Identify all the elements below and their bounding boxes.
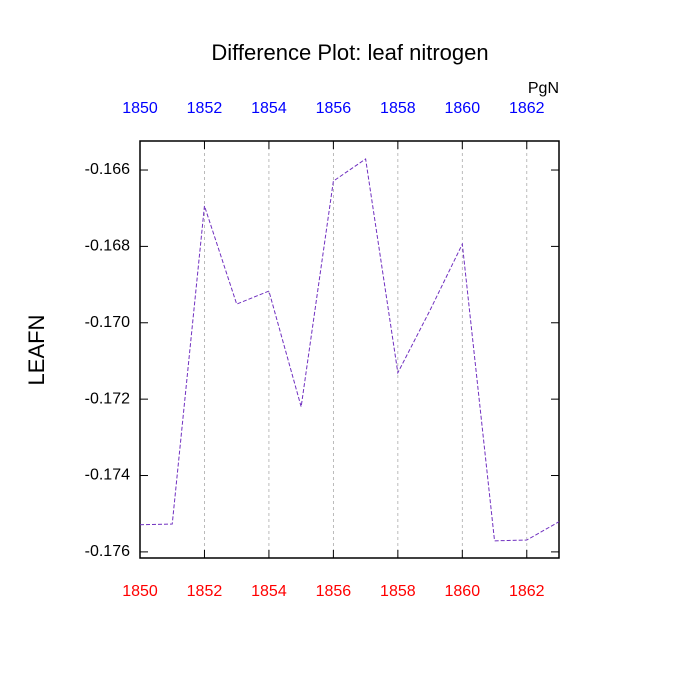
x-top-tick-label: 1856 (316, 100, 352, 117)
chart-title: Difference Plot: leaf nitrogen (211, 40, 488, 65)
x-top-tick-label: 1860 (445, 100, 481, 117)
x-tick-label: 1856 (316, 583, 352, 600)
y-tick-label: -0.168 (85, 238, 130, 255)
x-tick-label: 1862 (509, 583, 545, 600)
x-top-tick-label: 1862 (509, 100, 545, 117)
y-tick-label: -0.174 (85, 467, 130, 484)
x-top-tick-label: 1854 (251, 100, 287, 117)
y-tick-label: -0.172 (85, 390, 130, 407)
x-top-tick-label: 1850 (122, 100, 158, 117)
x-tick-label: 1854 (251, 583, 287, 600)
plot-frame (139, 140, 560, 559)
x-tick-label: 1858 (380, 583, 416, 600)
y-tick-label: -0.166 (85, 161, 130, 178)
y-axis-label: LEAFN (24, 315, 49, 386)
y-tick-label: -0.176 (85, 543, 130, 560)
units-label: PgN (528, 80, 559, 97)
x-top-tick-label: 1858 (380, 100, 416, 117)
x-tick-label: 1852 (187, 583, 223, 600)
x-top-tick-label: 1852 (187, 100, 223, 117)
y-tick-label: -0.170 (85, 314, 130, 331)
x-tick-label: 1850 (122, 583, 158, 600)
x-tick-label: 1860 (445, 583, 481, 600)
data-line (139, 158, 560, 542)
